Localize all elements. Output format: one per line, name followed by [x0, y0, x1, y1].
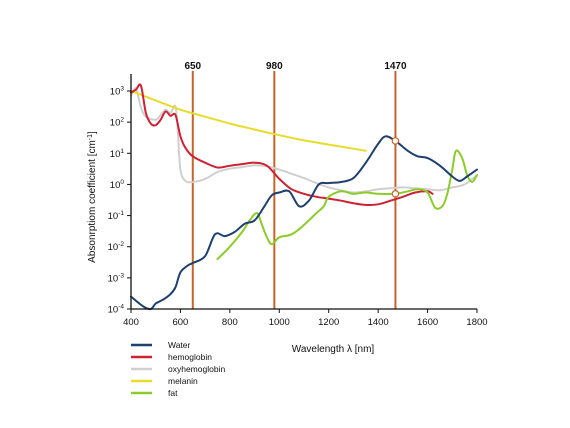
- x-tick-label-1600: 1600: [417, 317, 438, 328]
- x-tick-label-1400: 1400: [368, 317, 389, 328]
- y-tick-label--4: 10-4: [108, 304, 125, 316]
- legend-label-hemoglobin: hemoglobin: [168, 352, 212, 362]
- legend-label-melanin: melanin: [168, 376, 198, 386]
- series-lines: [130, 83, 478, 311]
- y-tick-label--1: 10-1: [108, 210, 125, 222]
- intersection-point-fat: [391, 190, 400, 198]
- legend-label-fat: fat: [168, 388, 178, 398]
- series-line-hemoglobin: [130, 83, 434, 206]
- series-line-melanin: [130, 90, 367, 152]
- y-axis-title: Absonrptiom coefficient [cm-1]: [87, 131, 98, 263]
- x-tick-label-600: 600: [172, 317, 188, 328]
- y-tick-label-3: 103: [110, 86, 125, 98]
- intersection-point-water: [391, 137, 400, 145]
- x-tick-label-1000: 1000: [269, 317, 290, 328]
- legend-label-oxyhemoglobin: oxyhemoglobin: [168, 364, 225, 374]
- wavelength-marker-lines: [191, 71, 397, 309]
- series-line-oxyhemoglobin: [130, 87, 478, 194]
- wavelength-marker-labels: 650 980 1470: [184, 61, 407, 72]
- y-tick-label-0: 100: [110, 179, 125, 191]
- x-tick-label-1200: 1200: [318, 317, 339, 328]
- marker-label-1470: 1470: [384, 61, 407, 72]
- tick-labels: 400 600 800 1000 1200 1400 1600 1800 103 102 101 10…: [108, 86, 488, 329]
- x-tick-label-1800: 1800: [466, 317, 487, 328]
- intersection-markers: [391, 137, 400, 198]
- marker-label-650: 650: [184, 61, 201, 72]
- y-tick-label-1: 101: [110, 148, 125, 160]
- y-tick-label-2: 102: [110, 117, 125, 129]
- x-tick-label-400: 400: [123, 317, 139, 328]
- y-tick-label--3: 10-3: [108, 272, 125, 284]
- series-line-water: [130, 135, 478, 311]
- x-tick-label-800: 800: [222, 317, 238, 328]
- y-tick-label--2: 10-2: [108, 241, 125, 253]
- legend-label-water: Water: [168, 340, 191, 350]
- axes: [130, 74, 477, 310]
- x-axis-title: Wavelength λ [nm]: [292, 344, 375, 355]
- legend: Water hemoglobin oxyhemoglobin melanin fat: [131, 340, 225, 398]
- series-line-fat: [216, 149, 478, 261]
- marker-label-980: 980: [266, 61, 283, 72]
